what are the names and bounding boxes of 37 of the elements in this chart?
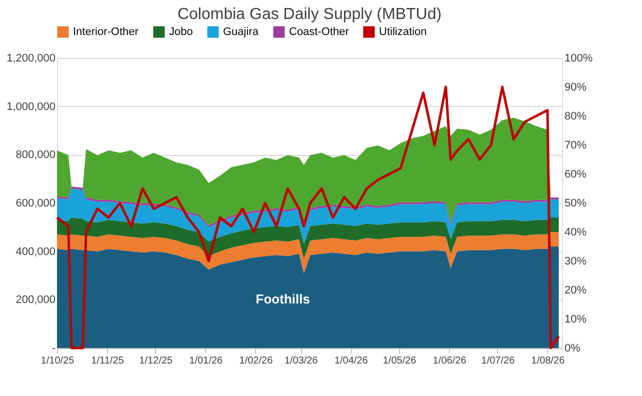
y-tick-label: 800,000: [16, 149, 56, 162]
annotation: Foothills: [256, 292, 310, 307]
y2-tick-label: 60%: [564, 168, 587, 180]
legend-label: Utilization: [379, 26, 427, 38]
y2-tick-label: 0%: [564, 342, 581, 354]
x-tick-label: 1/03/26: [284, 356, 318, 366]
y2-tick-label: 20%: [564, 284, 587, 296]
y-tick-label: 400,000: [16, 246, 56, 258]
x-tick-label: 1/06/26: [432, 356, 467, 366]
y2-tick-label: 10%: [564, 314, 587, 326]
chart-title: Colombia Gas Daily Supply (MBTUd): [177, 6, 442, 23]
y2-tick-label: 80%: [564, 110, 587, 122]
line-series: [56, 86, 560, 350]
x-tick-label: 1/07/26: [481, 356, 516, 366]
y-tick-label: 1,000,000: [6, 100, 56, 113]
legend-label: Interior-Other: [73, 26, 139, 38]
x-tick-label: 1/12/25: [139, 356, 174, 366]
y-tick-label: 1,200,000: [6, 52, 56, 64]
y2-tick-label: 50%: [564, 198, 587, 210]
y2-tick-label: 30%: [564, 256, 587, 268]
y2-tick-label: 70%: [564, 140, 587, 152]
x-tick-label: 1/10/25: [40, 356, 75, 366]
x-tick-label: 1/04/26: [334, 356, 368, 366]
y-tick-label: 200,000: [16, 294, 56, 306]
legend-label: Jobo: [169, 26, 193, 38]
x-tick-label: 1/05/26: [382, 356, 417, 366]
y2-tick-label: 90%: [564, 82, 587, 94]
y2-tick-label: 100%: [564, 52, 593, 64]
x-tick-label: 1/02/26: [239, 356, 274, 366]
legend-label: Guajira: [223, 26, 260, 38]
legend-label: Coast-Other: [289, 26, 350, 38]
x-tick-label: 1/01/26: [189, 356, 224, 366]
y-tick-label: -: [52, 342, 56, 354]
x-tick-label: 1/11/25: [91, 356, 124, 366]
x-tick-label: 1/08/26: [531, 356, 566, 366]
y2-tick-label: 40%: [564, 226, 587, 238]
y-tick-label: 600,000: [16, 198, 56, 210]
